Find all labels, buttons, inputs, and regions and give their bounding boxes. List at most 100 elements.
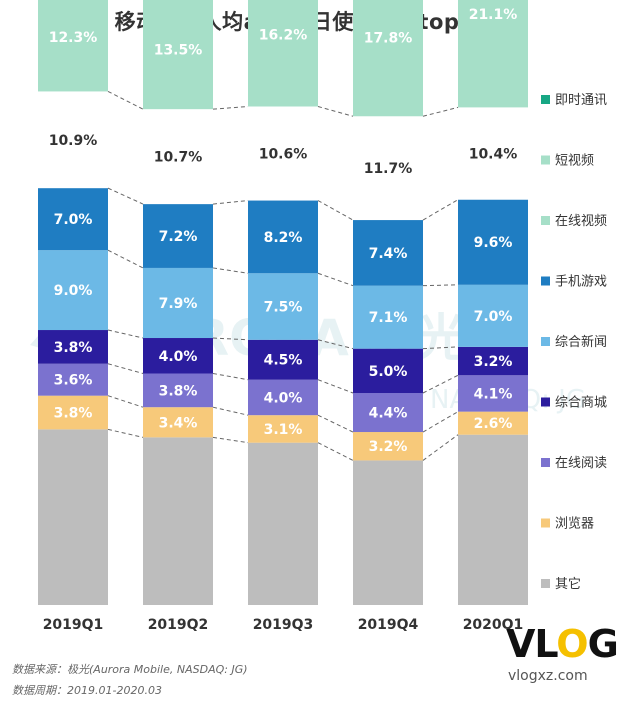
data-label: 3.1% — [264, 422, 303, 438]
legend-label: 综合商城 — [555, 396, 607, 411]
legend-label: 即时通讯 — [555, 93, 607, 108]
segment-浏览器-2020Q1 — [458, 411, 528, 435]
data-label: 13.5% — [154, 42, 203, 58]
segment-在线阅读-2019Q3 — [248, 379, 318, 416]
data-label: 7.0% — [54, 212, 93, 228]
legend-swatch — [541, 216, 550, 225]
legend-swatch — [541, 337, 550, 346]
segment-综合新闻-2020Q1 — [458, 284, 528, 347]
segment-在线阅读-2020Q1 — [458, 375, 528, 412]
bar-2019Q4: 3.2%4.4%5.0%7.1%7.4%11.7%17.8%27.1% — [353, 0, 423, 605]
legend-swatch — [541, 579, 550, 588]
data-label: 12.3% — [49, 30, 98, 46]
data-label: 10.7% — [154, 150, 203, 166]
segment-综合新闻-2019Q2 — [143, 267, 213, 339]
bar-2019Q2: 3.4%3.8%4.0%7.9%7.2%10.7%13.5%30.6% — [143, 0, 213, 605]
segment-手机游戏-2019Q1 — [38, 188, 108, 251]
data-label: 7.0% — [474, 309, 513, 325]
x-tick-label: 2019Q3 — [253, 617, 314, 633]
segment-手机游戏-2020Q1 — [458, 199, 528, 285]
data-label: 21.1% — [469, 7, 518, 23]
data-label: 17.8% — [364, 30, 413, 46]
data-label: 4.0% — [264, 390, 303, 406]
vlog-url: vlogxz.com — [508, 668, 588, 684]
segment-浏览器-2019Q3 — [248, 415, 318, 443]
vlog-logo: VLOG — [506, 622, 619, 666]
data-label: 8.2% — [264, 230, 303, 246]
legend-swatch — [541, 155, 550, 165]
segment-手机游戏-2019Q4 — [353, 220, 423, 286]
x-tick-label: 2020Q1 — [463, 617, 524, 633]
data-label: 10.9% — [49, 133, 98, 149]
data-label: 3.8% — [54, 340, 93, 356]
data-label: 7.5% — [264, 300, 303, 316]
segment-综合新闻-2019Q3 — [248, 273, 318, 340]
segment-在线视频-2019Q4 — [353, 116, 423, 221]
legend-label: 综合新闻 — [555, 334, 607, 350]
data-label: 7.2% — [159, 229, 198, 245]
bar-2019Q3: 3.1%4.0%4.5%7.5%8.2%10.6%16.2%27.6% — [248, 0, 318, 605]
legend-swatch — [541, 397, 550, 407]
legend-swatch — [541, 458, 550, 467]
data-source-note: 数据来源：极光(Aurora Mobile, NASDAQ: JG) — [12, 663, 248, 676]
segment-综合商城-2019Q4 — [353, 348, 423, 394]
data-label: 7.9% — [159, 296, 198, 312]
segment-浏览器-2019Q1 — [38, 395, 108, 430]
x-tick-label: 2019Q2 — [148, 617, 209, 633]
data-period-note: 数据周期：2019.01-2020.03 — [12, 684, 162, 697]
segment-综合商城-2019Q3 — [248, 339, 318, 380]
segment-短视频-2019Q2 — [143, 0, 213, 110]
segment-综合商城-2019Q2 — [143, 338, 213, 374]
data-label: 3.8% — [54, 406, 93, 422]
segment-在线视频-2019Q1 — [38, 91, 108, 189]
data-label: 7.1% — [369, 310, 408, 326]
data-label: 11.7% — [364, 161, 413, 177]
segment-手机游戏-2019Q2 — [143, 204, 213, 268]
x-tick-label: 2019Q1 — [43, 617, 104, 633]
segment-其它-2019Q1 — [38, 429, 108, 605]
legend-swatch — [541, 276, 550, 286]
data-label: 16.2% — [259, 28, 308, 44]
segment-综合新闻-2019Q4 — [353, 285, 423, 349]
segment-综合新闻-2019Q1 — [38, 250, 108, 331]
segment-在线阅读-2019Q1 — [38, 363, 108, 396]
legend-label: 在线视频 — [555, 214, 607, 229]
legend-swatch — [541, 518, 550, 528]
segment-其它-2020Q1 — [458, 434, 528, 605]
data-label: 9.0% — [54, 283, 93, 299]
segment-在线阅读-2019Q2 — [143, 373, 213, 408]
legend-label: 其它 — [555, 576, 581, 592]
segment-综合商城-2019Q1 — [38, 330, 108, 364]
data-label: 2.6% — [474, 416, 513, 432]
legend-label: 手机游戏 — [555, 275, 607, 290]
data-label: 3.2% — [369, 439, 408, 455]
segment-在线视频-2020Q1 — [458, 107, 528, 200]
data-label: 10.4% — [469, 147, 518, 163]
data-label: 9.6% — [474, 235, 513, 251]
data-label: 4.0% — [159, 349, 198, 365]
bar-2020Q1: 2.6%4.1%3.2%7.0%9.6%10.4%21.1%22.8% — [458, 0, 528, 605]
segment-短视频-2020Q1 — [458, 0, 528, 108]
segment-短视频-2019Q1 — [38, 0, 108, 92]
data-label: 4.1% — [474, 386, 513, 402]
segment-其它-2019Q4 — [353, 460, 423, 605]
data-label: 7.4% — [369, 246, 408, 262]
segment-短视频-2019Q3 — [248, 0, 318, 107]
data-label: 10.6% — [259, 147, 308, 163]
legend-label: 浏览器 — [555, 516, 594, 532]
segment-浏览器-2019Q2 — [143, 407, 213, 438]
data-label: 5.0% — [369, 364, 408, 380]
legend-label: 短视频 — [555, 154, 594, 169]
data-label: 4.5% — [264, 353, 303, 369]
x-tick-label: 2019Q4 — [358, 617, 419, 633]
segment-其它-2019Q3 — [248, 442, 318, 605]
segment-手机游戏-2019Q3 — [248, 200, 318, 274]
segment-在线阅读-2019Q4 — [353, 393, 423, 433]
segment-浏览器-2019Q4 — [353, 432, 423, 461]
data-label: 4.4% — [369, 406, 408, 422]
segment-在线视频-2019Q2 — [143, 109, 213, 205]
data-label: 3.4% — [159, 415, 198, 431]
segment-在线视频-2019Q3 — [248, 106, 318, 201]
